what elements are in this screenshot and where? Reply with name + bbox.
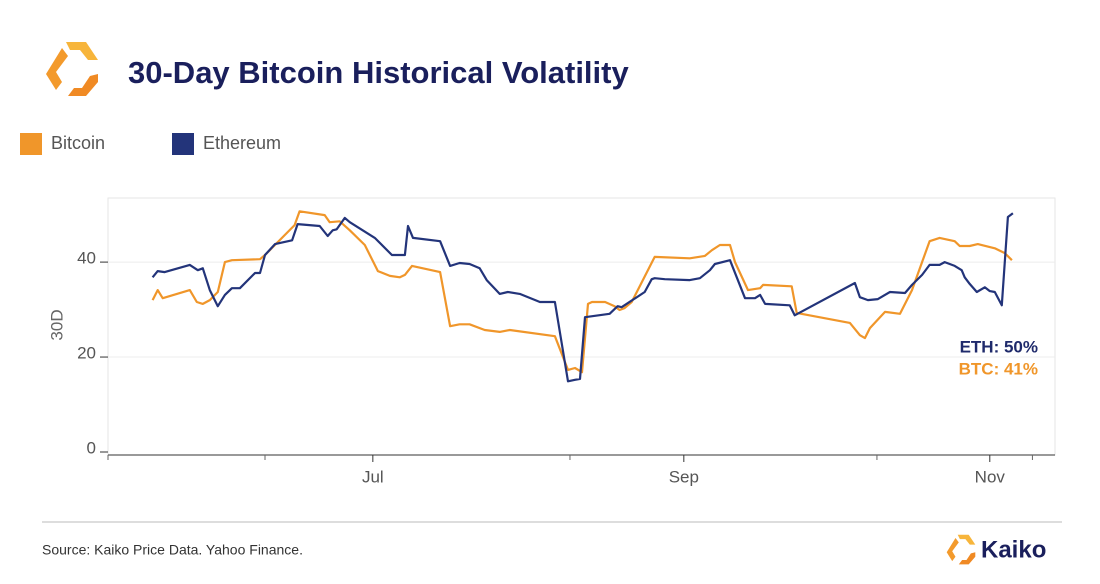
y-axis-label: 30D bbox=[47, 309, 66, 340]
legend-label: Bitcoin bbox=[51, 133, 105, 153]
annotation: BTC: 41% bbox=[959, 359, 1038, 378]
plot-frame bbox=[107, 197, 1056, 456]
legend-swatch bbox=[172, 133, 194, 155]
x-tick-label: Sep bbox=[669, 467, 699, 486]
y-tick-label: 0 bbox=[87, 438, 96, 457]
y-tick-label: 20 bbox=[77, 344, 96, 363]
legend-label: Ethereum bbox=[203, 133, 281, 153]
legend: Bitcoin Ethereum bbox=[20, 133, 281, 155]
brand-name: Kaiko bbox=[981, 536, 1046, 563]
brand-icon bbox=[946, 534, 976, 565]
series-line bbox=[151, 210, 1013, 374]
x-tick-label: Nov bbox=[975, 467, 1006, 486]
annotation: ETH: 50% bbox=[960, 337, 1038, 356]
x-tick-label: Jul bbox=[362, 467, 384, 486]
series-line bbox=[151, 212, 1014, 383]
logo-icon bbox=[46, 42, 98, 96]
y-tick-label: 40 bbox=[77, 249, 96, 268]
chart-title: 30-Day Bitcoin Historical Volatility bbox=[128, 55, 629, 90]
legend-swatch bbox=[20, 133, 42, 155]
source: Source: Kaiko Price Data. Yahoo Finance. bbox=[42, 542, 303, 558]
